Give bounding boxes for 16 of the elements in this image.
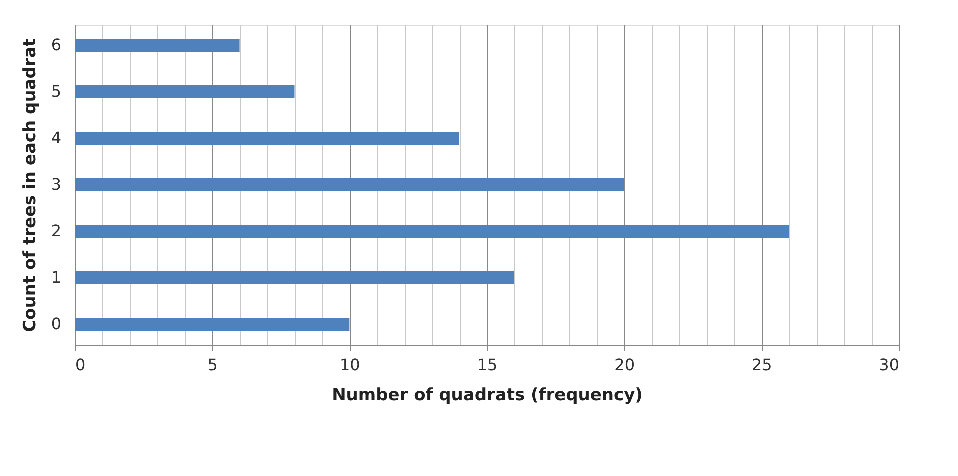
y-tick-label: 0 <box>51 314 62 334</box>
y-tick-label: 5 <box>51 82 62 101</box>
y-tick-label: 2 <box>51 222 62 241</box>
x-axis-title: Number of quadrats (frequency) <box>332 386 643 406</box>
y-tick-label: 3 <box>51 175 62 194</box>
y-tick-label: 6 <box>51 35 62 54</box>
y-tick-label: 1 <box>51 268 62 288</box>
y-axis-title: Count of trees in each quadrat <box>20 38 40 332</box>
x-tick-label: 10 <box>340 356 360 374</box>
x-tick-label: 30 <box>879 356 900 374</box>
x-tick-label: 5 <box>208 356 218 374</box>
x-tick-label: 25 <box>752 356 772 374</box>
x-tick-label: 0 <box>76 356 86 374</box>
x-tick-label: 15 <box>477 356 498 374</box>
x-tick-label: 20 <box>614 356 636 374</box>
y-tick-label: 4 <box>51 128 62 148</box>
